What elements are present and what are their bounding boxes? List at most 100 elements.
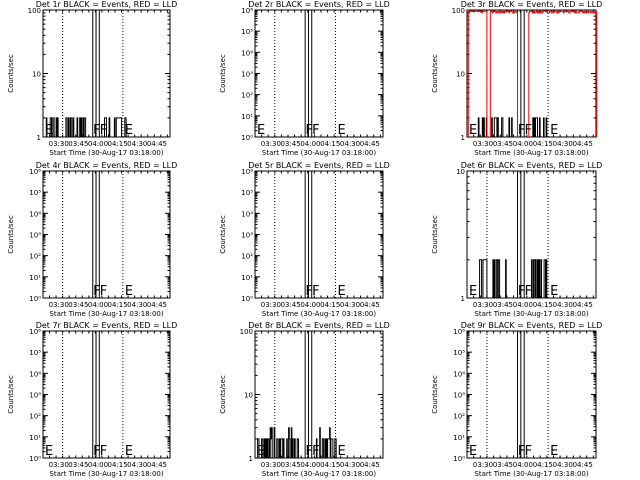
- y-axis-label: Counts/sec: [7, 54, 15, 93]
- event-marker-label: E: [550, 284, 558, 299]
- x-axis-label: Start Time (30-Aug-17 03:18:00): [474, 149, 588, 157]
- x-tick-label: 04:30: [553, 461, 573, 469]
- event-marker-label: F: [306, 444, 313, 459]
- x-tick-label: 04:30: [127, 461, 147, 469]
- x-axis-label: Start Time (30-Aug-17 03:18:00): [49, 470, 163, 478]
- x-tick-label: 04:30: [340, 140, 360, 148]
- chart-title: Det 4r BLACK = Events, RED = LLD: [36, 161, 178, 170]
- event-marker-label: E: [257, 444, 265, 459]
- event-marker-label: F: [100, 284, 107, 299]
- event-marker-label: F: [93, 284, 100, 299]
- event-marker-label: F: [306, 123, 313, 138]
- x-axis-label: Start Time (30-Aug-17 03:18:00): [49, 149, 163, 157]
- y-tick-label: 10⁴: [453, 370, 465, 378]
- y-tick-label: 10¹: [29, 274, 41, 282]
- event-marker-label: F: [306, 284, 313, 299]
- y-axis-label: Counts/sec: [431, 375, 439, 414]
- y-tick-label: 1: [37, 134, 41, 142]
- x-tick-label: 03:45: [68, 140, 88, 148]
- event-marker-label: E: [469, 123, 477, 138]
- x-tick-label: 04:15: [533, 301, 553, 309]
- x-tick-label: 04:00: [300, 140, 320, 148]
- series-red-trace: [467, 10, 488, 137]
- x-tick-label: 04:15: [320, 461, 340, 469]
- chart-title: Det 1r BLACK = Events, RED = LLD: [36, 0, 178, 9]
- event-marker-label: E: [337, 123, 345, 138]
- chart-title: Det 5r BLACK = Events, RED = LLD: [248, 161, 390, 170]
- chart-title: Det 7r BLACK = Events, RED = LLD: [36, 321, 178, 330]
- x-tick-label: 04:15: [108, 461, 128, 469]
- series-black-trace: [315, 427, 337, 459]
- x-tick-label: 04:45: [360, 301, 380, 309]
- event-marker-label: F: [518, 444, 525, 459]
- y-tick-label: 10¹: [241, 113, 253, 121]
- event-marker-label: E: [337, 284, 345, 299]
- x-tick-label: 03:45: [281, 301, 301, 309]
- event-marker-label: F: [100, 444, 107, 459]
- y-tick-label: 10³: [241, 232, 253, 240]
- x-tick-label: 03:45: [493, 140, 513, 148]
- y-tick-label: 10⁶: [29, 168, 41, 176]
- y-tick-label: 100: [28, 7, 41, 15]
- x-tick-label: 04:30: [127, 140, 147, 148]
- y-tick-label: 1: [461, 134, 465, 142]
- x-axis-label: Start Time (30-Aug-17 03:18:00): [49, 310, 163, 318]
- plot-frame: [254, 9, 384, 138]
- y-tick-label: 10: [244, 392, 253, 400]
- x-tick-label: 04:45: [360, 461, 380, 469]
- y-tick-label: 1: [461, 295, 465, 303]
- x-tick-label: 04:15: [533, 461, 553, 469]
- y-tick-label: 10⁵: [29, 349, 41, 357]
- series-black-trace: [491, 117, 513, 138]
- x-tick-label: 04:00: [88, 461, 108, 469]
- event-marker-label: E: [337, 444, 345, 459]
- chart-panel-6: Det 6r BLACK = Events, RED = LLD 1 10 Count…: [431, 161, 602, 318]
- event-marker-label: F: [312, 123, 319, 138]
- event-marker-label: F: [525, 444, 532, 459]
- event-marker-label: F: [100, 123, 107, 138]
- y-tick-label: 10⁴: [29, 370, 41, 378]
- x-tick-label: 04:00: [88, 301, 108, 309]
- event-marker-label: E: [45, 123, 53, 138]
- y-tick-label: 10⁶: [29, 328, 41, 336]
- x-tick-label: 04:45: [573, 461, 593, 469]
- x-tick-label: 03:30: [49, 461, 69, 469]
- series-black-trace: [257, 427, 276, 459]
- x-tick-label: 04:45: [360, 140, 380, 148]
- event-marker-label: F: [312, 284, 319, 299]
- x-axis-label: Start Time (30-Aug-17 03:18:00): [474, 310, 588, 318]
- x-tick-label: 04:00: [513, 140, 533, 148]
- y-tick-label: 10⁰: [241, 134, 253, 142]
- chart-panel-1: Det 1r BLACK = Events, RED = LLD 1 10 100 Co…: [7, 0, 177, 157]
- series-black-trace: [102, 117, 111, 138]
- y-tick-label: 10²: [29, 413, 41, 421]
- chart-panel-3: Det 3r BLACK = Events, RED = LLD 1 10 100 Co…: [431, 0, 602, 157]
- y-axis-label: Counts/sec: [219, 375, 227, 414]
- x-axis-label: Start Time (30-Aug-17 03:18:00): [262, 149, 376, 157]
- y-axis-label: Counts/sec: [7, 215, 15, 254]
- event-marker-label: F: [525, 123, 532, 138]
- y-tick-label: 10⁰: [29, 295, 41, 303]
- x-axis-label: Start Time (30-Aug-17 03:18:00): [474, 470, 588, 478]
- x-tick-label: 04:45: [147, 461, 167, 469]
- event-marker-label: E: [125, 123, 133, 138]
- y-tick-label: 10⁴: [241, 49, 253, 57]
- event-marker-label: F: [93, 123, 100, 138]
- event-marker-label: F: [93, 444, 100, 459]
- y-tick-label: 10⁰: [241, 295, 253, 303]
- x-tick-label: 04:00: [88, 140, 108, 148]
- y-tick-label: 10¹: [241, 274, 253, 282]
- x-tick-label: 04:15: [533, 140, 553, 148]
- x-tick-label: 04:45: [147, 140, 167, 148]
- x-tick-label: 04:00: [300, 301, 320, 309]
- y-tick-label: 10⁰: [453, 455, 465, 463]
- chart-title: Det 3r BLACK = Events, RED = LLD: [461, 0, 603, 9]
- x-tick-label: 03:30: [473, 140, 493, 148]
- y-tick-label: 10²: [241, 92, 253, 100]
- event-marker-label: E: [257, 123, 265, 138]
- y-tick-label: 1: [249, 455, 253, 463]
- y-tick-label: 10⁶: [241, 168, 253, 176]
- x-tick-label: 03:30: [49, 301, 69, 309]
- y-tick-label: 10⁰: [29, 455, 41, 463]
- chart-title: Det 6r BLACK = Events, RED = LLD: [461, 161, 603, 170]
